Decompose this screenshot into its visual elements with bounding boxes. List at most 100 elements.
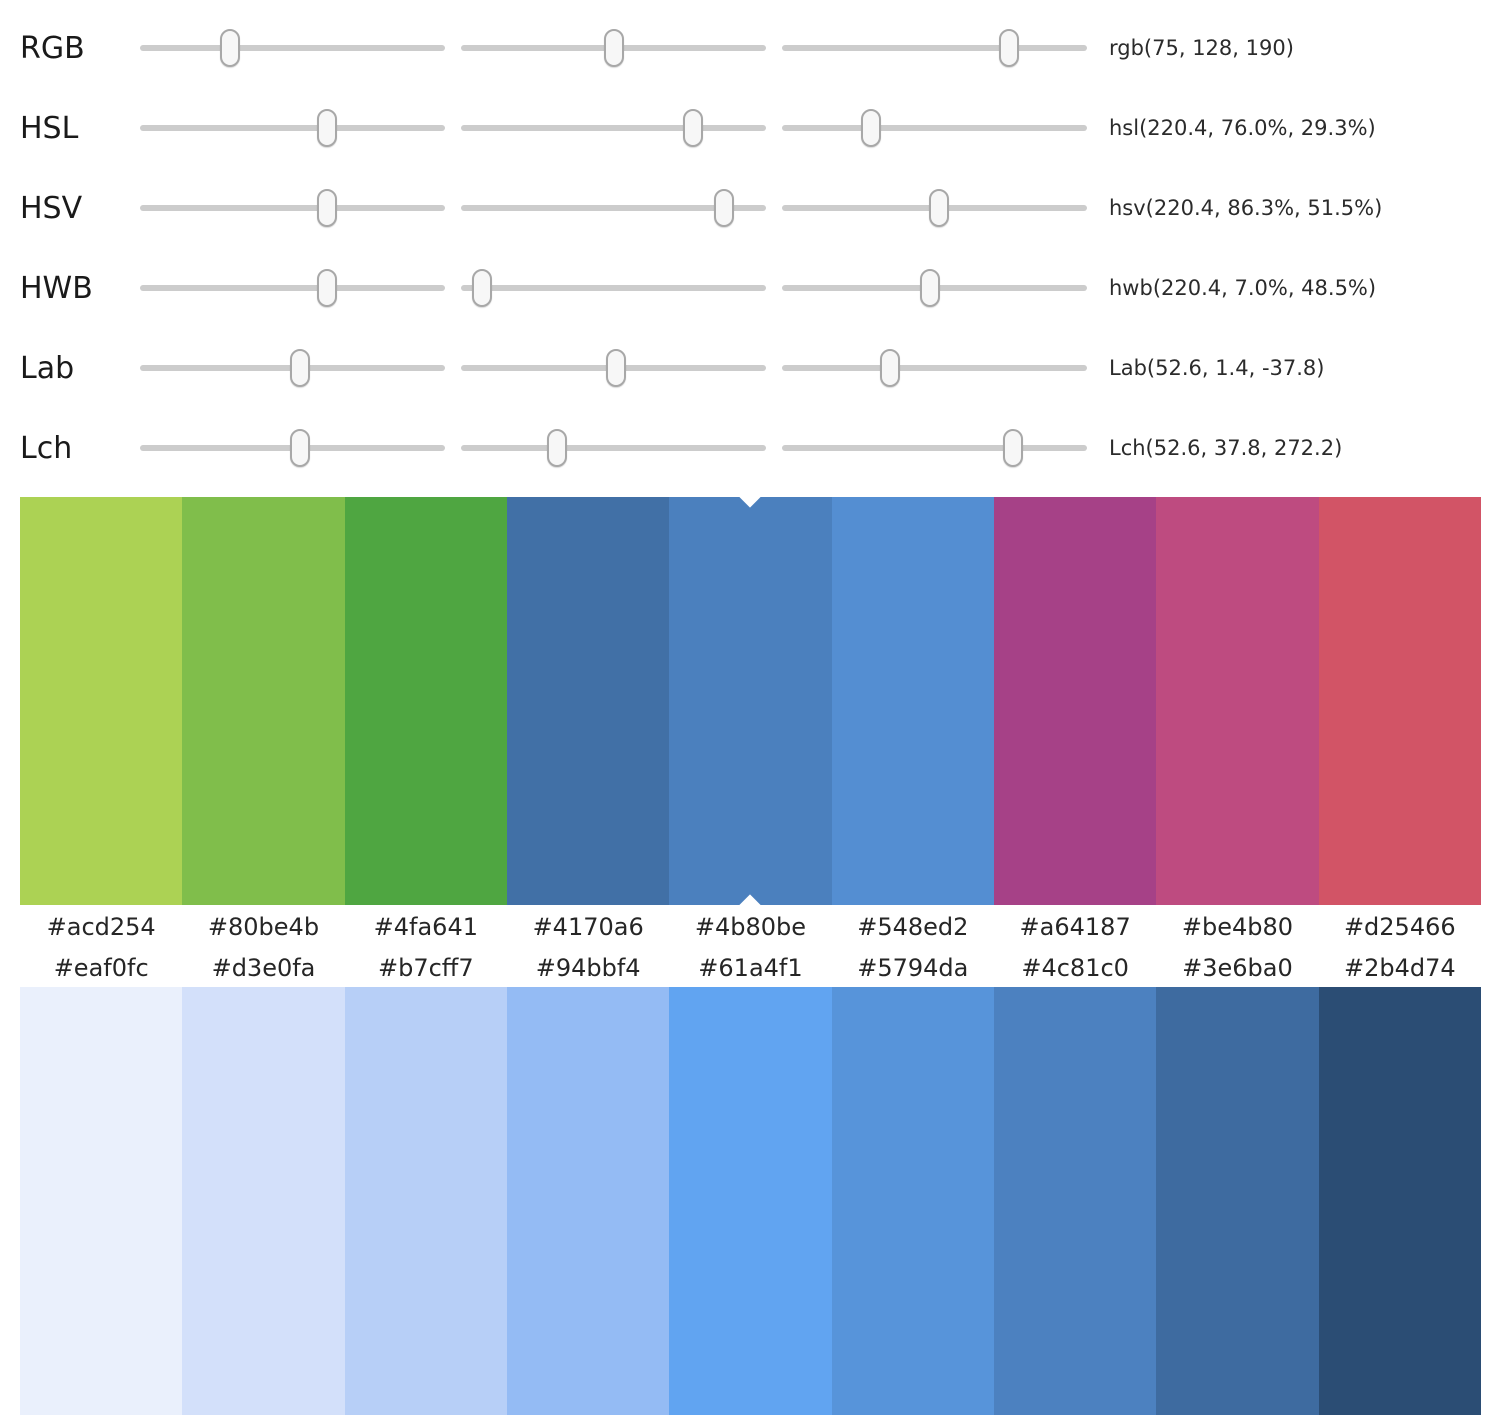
hsl-h-slider[interactable] <box>140 109 445 147</box>
hwb-value-text: hwb(220.4, 7.0%, 48.5%) <box>1109 276 1377 300</box>
hex-code-label: #80be4b <box>207 913 320 941</box>
slider-row-lab: Lab Lab(52.6, 1.4, -37.8) <box>0 328 1501 408</box>
palette-swatch[interactable] <box>20 987 183 1415</box>
slider-thumb[interactable] <box>879 349 900 387</box>
rgb-value-text: rgb(75, 128, 190) <box>1109 36 1294 60</box>
hex-code-label: #acd254 <box>46 913 156 941</box>
hex-code-label: #94bbf4 <box>535 954 641 982</box>
hex-code-label: #d25466 <box>1343 913 1456 941</box>
lch-h-slider[interactable] <box>782 429 1087 467</box>
palette-swatch[interactable] <box>506 987 670 1415</box>
hsv-v-slider[interactable] <box>782 189 1087 227</box>
hex-code-label: #61a4f1 <box>698 954 803 982</box>
palette-swatch[interactable] <box>1318 497 1481 905</box>
lch-c-slider[interactable] <box>461 429 766 467</box>
lab-a-slider[interactable] <box>461 349 766 387</box>
slider-row-label: Lab <box>20 350 75 386</box>
palette-swatch[interactable] <box>344 497 507 905</box>
slider-thumb[interactable] <box>316 189 337 227</box>
slider-row-lch: Lch Lch(52.6, 37.8, 272.2) <box>0 408 1501 488</box>
hex-code-label: #5794da <box>857 954 969 982</box>
slider-thumb[interactable] <box>472 269 493 307</box>
slider-row-rgb: RGB rgb(75, 128, 190) <box>0 8 1501 88</box>
palette-swatch[interactable] <box>993 497 1157 905</box>
color-sliders-panel: RGB rgb(75, 128, 190) HSL hsl(220.4, 76.… <box>0 0 1501 488</box>
rgb-b-slider[interactable] <box>782 29 1087 67</box>
slider-tracks <box>140 29 1087 67</box>
palette-swatch[interactable] <box>344 987 507 1415</box>
palette-swatch[interactable] <box>506 497 670 905</box>
slider-tracks <box>140 189 1087 227</box>
slider-tracks <box>140 429 1087 467</box>
hex-code-label: #4170a6 <box>532 913 644 941</box>
palette-swatch[interactable] <box>993 987 1157 1415</box>
lightness-palette-strip <box>20 987 1481 1415</box>
rgb-r-slider[interactable] <box>140 29 445 67</box>
slider-tracks <box>140 349 1087 387</box>
slider-row-label: HWB <box>20 270 93 306</box>
slider-thumb[interactable] <box>290 429 311 467</box>
slider-thumb[interactable] <box>919 269 940 307</box>
hex-code-label: #4fa641 <box>373 913 478 941</box>
lab-b-slider[interactable] <box>782 349 1087 387</box>
slider-thumb[interactable] <box>714 189 735 227</box>
slider-thumb[interactable] <box>682 109 703 147</box>
palette-swatch[interactable] <box>1318 987 1481 1415</box>
slider-thumb[interactable] <box>219 29 240 67</box>
selected-notch-top-icon <box>739 486 762 508</box>
hex-code-label: #2b4d74 <box>1343 954 1456 982</box>
slider-thumb[interactable] <box>316 109 337 147</box>
hsv-s-slider[interactable] <box>461 189 766 227</box>
slider-thumb[interactable] <box>605 349 626 387</box>
lab-value-text: Lab(52.6, 1.4, -37.8) <box>1109 356 1325 380</box>
palette-swatch[interactable] <box>831 497 994 905</box>
slider-row-label: HSL <box>20 110 79 146</box>
hex-code-label: #a64187 <box>1019 913 1131 941</box>
slider-thumb[interactable] <box>316 269 337 307</box>
slider-thumb[interactable] <box>929 189 950 227</box>
slider-thumb[interactable] <box>604 29 625 67</box>
lightness-palette-hex-labels: #eaf0fc #d3e0fa #b7cff7 #94bbf4 #61a4f1 … <box>20 949 1481 987</box>
slider-tracks <box>140 109 1087 147</box>
rgb-g-slider[interactable] <box>461 29 766 67</box>
slider-row-label: RGB <box>20 30 85 66</box>
slider-tracks <box>140 269 1087 307</box>
slider-row-hsv: HSV hsv(220.4, 86.3%, 51.5%) <box>0 168 1501 248</box>
hex-code-label: #4c81c0 <box>1021 954 1129 982</box>
hex-code-label: #b7cff7 <box>378 954 474 982</box>
lch-value-text: Lch(52.6, 37.8, 272.2) <box>1109 436 1343 460</box>
slider-thumb[interactable] <box>861 109 882 147</box>
hex-code-label: #548ed2 <box>857 913 969 941</box>
hsl-value-text: hsl(220.4, 76.0%, 29.3%) <box>1109 116 1376 140</box>
palette-swatch[interactable] <box>1156 497 1319 905</box>
hsv-h-slider[interactable] <box>140 189 445 227</box>
slider-thumb[interactable] <box>547 429 568 467</box>
slider-thumb[interactable] <box>999 29 1020 67</box>
slider-row-hwb: HWB hwb(220.4, 7.0%, 48.5%) <box>0 248 1501 328</box>
hue-palette-strip <box>20 486 1481 916</box>
hex-code-label: #d3e0fa <box>211 954 316 982</box>
hue-palette-hex-labels: #acd254 #80be4b #4fa641 #4170a6 #4b80be … <box>20 905 1481 949</box>
palette-swatch[interactable] <box>1156 987 1319 1415</box>
hwb-h-slider[interactable] <box>140 269 445 307</box>
lch-l-slider[interactable] <box>140 429 445 467</box>
hsl-l-slider[interactable] <box>782 109 1087 147</box>
palette-swatch[interactable] <box>669 987 832 1415</box>
palette-swatch-selected[interactable] <box>669 486 832 916</box>
slider-row-label: Lch <box>20 430 73 466</box>
slider-row-label: HSV <box>20 190 83 226</box>
palette-swatch[interactable] <box>182 987 345 1415</box>
palette-swatch[interactable] <box>182 497 345 905</box>
slider-thumb[interactable] <box>1002 429 1023 467</box>
hsl-s-slider[interactable] <box>461 109 766 147</box>
hwb-b-slider[interactable] <box>782 269 1087 307</box>
palette-swatch[interactable] <box>20 497 183 905</box>
hex-code-label: #3e6ba0 <box>1182 954 1293 982</box>
hsv-value-text: hsv(220.4, 86.3%, 51.5%) <box>1109 196 1383 220</box>
lab-l-slider[interactable] <box>140 349 445 387</box>
palette-swatch[interactable] <box>831 987 994 1415</box>
hex-code-label: #eaf0fc <box>53 954 149 982</box>
slider-thumb[interactable] <box>290 349 311 387</box>
hwb-w-slider[interactable] <box>461 269 766 307</box>
hex-code-label: #be4b80 <box>1181 913 1294 941</box>
